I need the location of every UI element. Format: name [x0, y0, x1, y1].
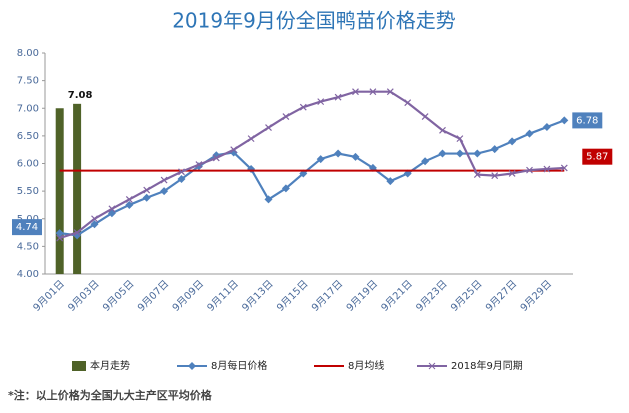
- x-tick-label: 9月07日: [135, 278, 171, 314]
- marker: [91, 215, 98, 223]
- marker: [404, 99, 412, 107]
- line: [59, 90, 565, 240]
- marker: [560, 164, 568, 172]
- marker: [125, 200, 134, 209]
- value-label: 5.87: [586, 152, 608, 163]
- marker: [491, 172, 499, 180]
- marker: [56, 234, 64, 242]
- marker: [508, 137, 517, 146]
- marker: [281, 184, 290, 193]
- y-tick-label: 6.00: [17, 159, 39, 170]
- value-label-box: [582, 148, 613, 165]
- marker: [421, 157, 430, 166]
- y-tick-label: 8.00: [17, 48, 39, 59]
- x-tick-label: 9月11日: [205, 278, 241, 314]
- x-tick-label: 9月27日: [483, 278, 519, 314]
- y-tick-label: 5.50: [17, 186, 39, 197]
- y-tick-label: 7.00: [17, 103, 39, 114]
- marker: [439, 126, 446, 134]
- marker: [108, 205, 116, 213]
- x-tick-label: 9月19日: [344, 278, 380, 314]
- bar: [73, 103, 82, 274]
- marker: [473, 149, 482, 158]
- legend-label: 8月每日价格: [211, 359, 267, 372]
- marker: [212, 154, 220, 162]
- marker: [456, 135, 464, 143]
- legend-swatch: [72, 361, 86, 371]
- marker: [421, 113, 429, 120]
- legend-label: 2018年9月同期: [451, 359, 523, 372]
- marker: [230, 146, 238, 154]
- marker: [560, 116, 569, 125]
- marker: [143, 186, 151, 194]
- marker: [438, 149, 447, 158]
- marker: [55, 229, 64, 238]
- marker: [543, 165, 551, 173]
- value-label-box: [572, 112, 603, 129]
- x-tick-label: 9月09日: [170, 278, 206, 314]
- marker: [525, 129, 534, 138]
- marker: [160, 187, 169, 196]
- legend-marker: [188, 362, 196, 370]
- marker: [265, 124, 272, 132]
- y-tick-label: 4.00: [17, 269, 39, 280]
- marker: [369, 88, 377, 96]
- y-tick-label: 4.50: [17, 241, 39, 252]
- x-tick-label: 9月13日: [240, 278, 276, 314]
- marker: [264, 195, 273, 204]
- x-tick-label: 9月21日: [379, 278, 415, 314]
- marker: [490, 145, 499, 154]
- marker: [247, 135, 255, 143]
- marker: [90, 220, 99, 229]
- marker: [177, 174, 186, 183]
- value-label-box: [12, 219, 42, 236]
- y-tick-label: 6.50: [17, 131, 39, 142]
- footnote: *注：以上价格为全国九大主产区平均价格: [8, 388, 213, 402]
- legend-marker: [428, 362, 436, 370]
- marker: [178, 168, 185, 176]
- value-label: 6.78: [576, 115, 598, 126]
- marker: [334, 93, 342, 101]
- marker: [317, 98, 325, 106]
- marker: [542, 123, 551, 132]
- marker: [73, 229, 81, 236]
- marker: [386, 177, 395, 186]
- marker: [352, 88, 359, 96]
- x-tick-label: 9月25日: [448, 278, 484, 314]
- legend-label: 8月均线: [348, 359, 384, 372]
- marker: [316, 155, 325, 164]
- bar: [55, 108, 64, 274]
- marker: [125, 195, 133, 203]
- x-tick-label: 9月03日: [66, 278, 102, 314]
- marker: [473, 171, 481, 178]
- marker: [195, 161, 203, 169]
- marker: [386, 88, 394, 96]
- x-tick-label: 9月23日: [414, 278, 450, 314]
- value-label: 7.08: [68, 90, 93, 101]
- marker: [282, 113, 290, 120]
- value-label: 4.74: [16, 222, 38, 233]
- x-tick-label: 9月29日: [518, 278, 554, 314]
- marker: [160, 176, 168, 184]
- marker: [334, 149, 343, 158]
- x-tick-label: 9月05日: [100, 278, 136, 314]
- marker: [508, 170, 516, 177]
- marker: [526, 166, 533, 174]
- x-tick-label: 9月01日: [31, 278, 67, 314]
- y-tick-label: 7.50: [17, 76, 39, 87]
- marker: [351, 152, 360, 161]
- marker: [455, 149, 464, 158]
- chart-title: 2019年9月份全国鸭苗价格走势: [172, 9, 456, 33]
- x-tick-label: 9月15日: [274, 278, 310, 314]
- marker: [299, 103, 307, 111]
- legend-label: 本月走势: [90, 359, 130, 372]
- line: [59, 119, 565, 237]
- marker: [142, 193, 151, 202]
- x-tick-label: 9月17日: [309, 278, 345, 314]
